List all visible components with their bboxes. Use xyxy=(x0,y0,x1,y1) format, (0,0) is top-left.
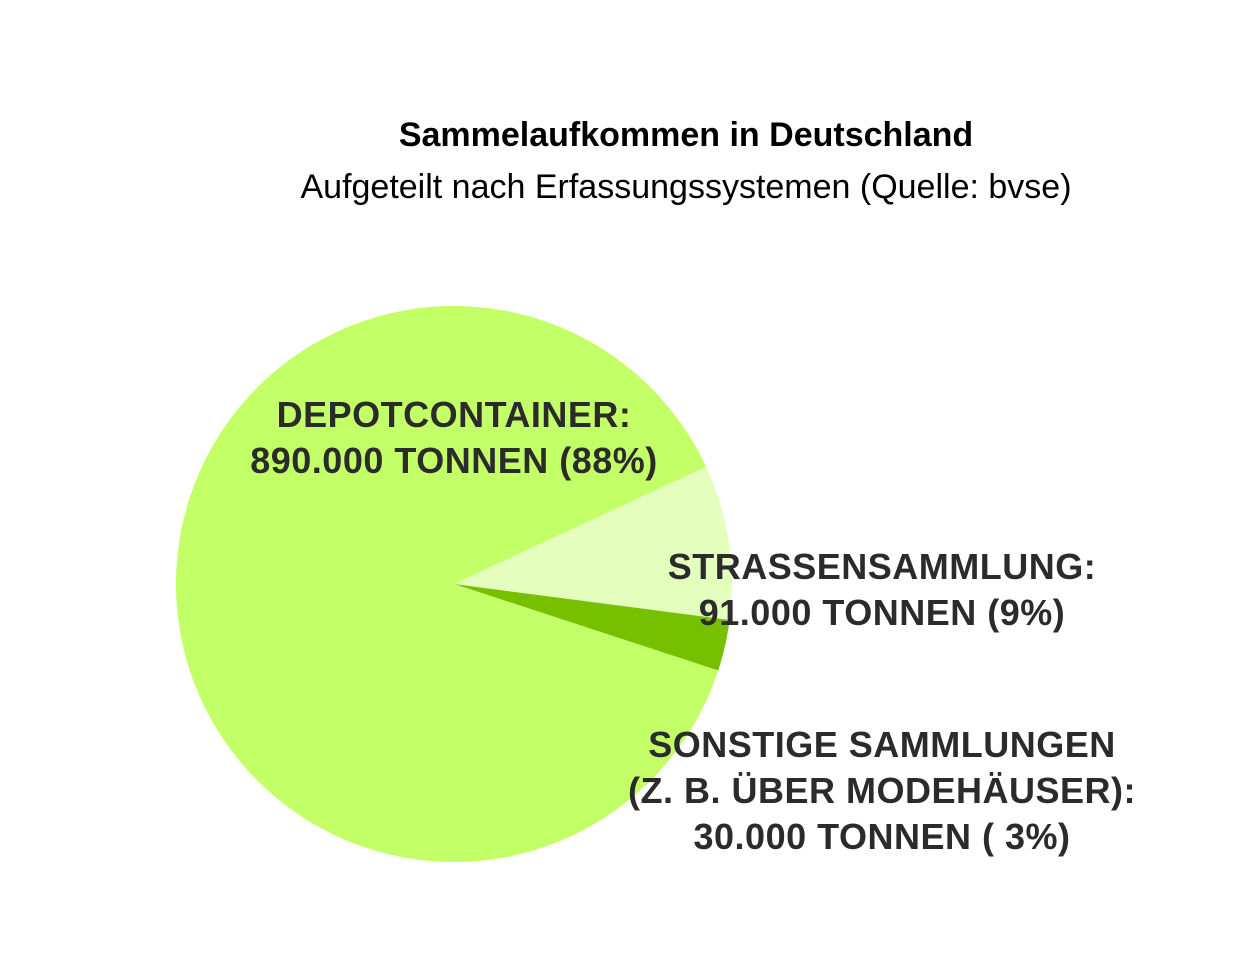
label-strassensammlung: STRASSENSAMMLUNG: 91.000 TONNEN (9%) xyxy=(668,544,1097,636)
label-strassensammlung-value: 91.000 TONNEN (9%) xyxy=(698,592,1066,633)
chart-title: Sammelaufkommen in Deutschland xyxy=(398,116,974,154)
label-sonstige-name: SONSTIGE SAMMLUNGEN xyxy=(648,724,1116,765)
label-sonstige-value: 30.000 TONNEN ( 3%) xyxy=(693,816,1071,857)
slice-depotcontainer xyxy=(176,306,719,863)
chart-subtitle: Aufgeteilt nach Erfassungssystemen (Quel… xyxy=(300,168,1072,206)
slice-strassensammlung xyxy=(454,466,732,621)
label-strassensammlung-name: STRASSENSAMMLUNG: xyxy=(667,546,1097,587)
slice-sonstige-sammlungen xyxy=(454,584,730,671)
label-sonstige-note: (Z. B. ÜBER MODEHÄUSER): xyxy=(628,770,1136,811)
label-depotcontainer: DEPOTCONTAINER: 890.000 TONNEN (88%) xyxy=(250,392,658,484)
label-depotcontainer-name: DEPOTCONTAINER: xyxy=(276,394,632,435)
label-sonstige-sammlungen: SONSTIGE SAMMLUNGEN (Z. B. ÜBER MODEHÄUS… xyxy=(628,722,1136,860)
label-depotcontainer-value: 890.000 TONNEN (88%) xyxy=(250,440,658,481)
